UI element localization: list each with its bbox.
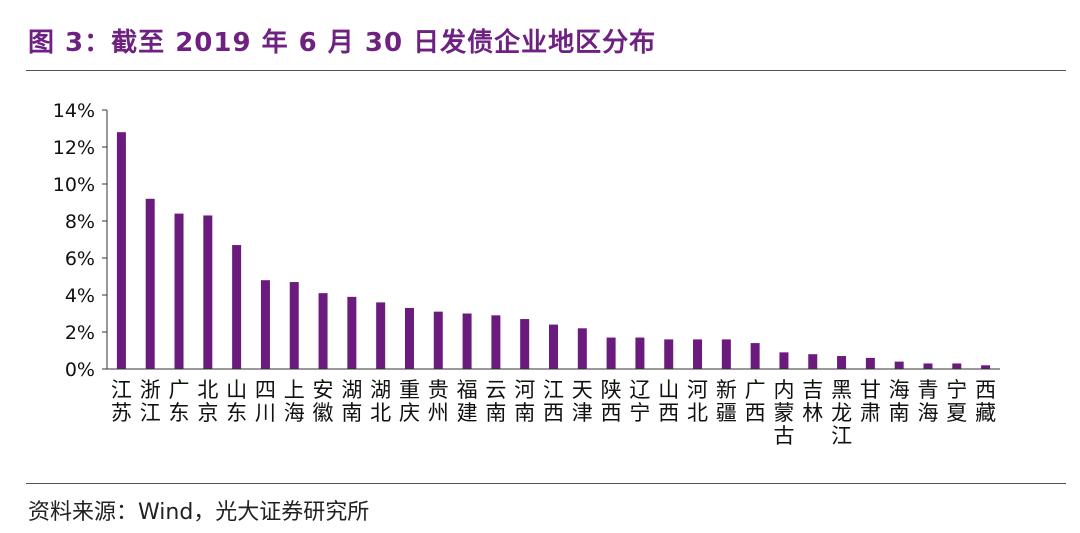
bar-海南 [894, 361, 904, 369]
x-tick-label: 吉林 [802, 378, 823, 425]
bar-吉林 [808, 354, 818, 369]
x-tick-label: 广西 [745, 378, 766, 425]
bar-福建 [462, 313, 472, 369]
x-tick-label: 黑龙江 [831, 378, 852, 448]
x-tick-label: 湖南 [341, 378, 362, 425]
x-tick-label: 上海 [284, 378, 305, 425]
y-tick-label: 2% [65, 322, 95, 344]
bar-新疆 [721, 339, 731, 369]
bar-青海 [923, 363, 933, 369]
x-tick-label: 宁夏 [946, 378, 967, 425]
x-tick-label: 广东 [169, 378, 190, 425]
x-tick-label: 山西 [658, 378, 679, 425]
bar-上海 [289, 282, 299, 369]
bar-广东 [174, 213, 184, 369]
bar-山西 [664, 339, 674, 369]
x-tick-label: 河北 [687, 378, 708, 425]
x-tick-label: 辽宁 [629, 378, 650, 425]
bar-陕西 [606, 337, 616, 369]
y-tick-label: 10% [53, 174, 95, 196]
bar-河南 [520, 319, 530, 369]
x-tick-label: 江苏 [111, 378, 132, 425]
y-tick-label: 4% [65, 285, 95, 307]
x-tick-label: 山东 [226, 378, 247, 425]
x-tick-label: 湖北 [370, 378, 391, 425]
x-tick-label: 安徽 [313, 378, 334, 425]
bar-重庆 [404, 307, 414, 369]
footer-divider [26, 483, 1066, 484]
bar-辽宁 [635, 337, 645, 369]
x-tick-label: 北京 [197, 378, 218, 425]
bar-湖北 [376, 302, 386, 369]
title-divider [26, 70, 1066, 71]
bar-安徽 [318, 293, 328, 369]
x-tick-label: 陕西 [601, 378, 622, 425]
x-tick-label: 海南 [889, 378, 910, 425]
x-tick-label: 云南 [485, 378, 506, 425]
source-note: 资料来源：Wind，光大证券研究所 [28, 500, 370, 525]
x-tick-label: 四川 [255, 378, 276, 425]
x-tick-label: 贵州 [428, 378, 449, 425]
y-tick-label: 12% [53, 137, 95, 159]
bar-浙江 [145, 198, 155, 369]
x-tick-label: 内蒙古 [773, 378, 794, 448]
x-tick-label: 浙江 [140, 378, 161, 425]
y-tick-label: 8% [65, 211, 95, 233]
bar-黑龙江 [837, 356, 847, 369]
x-tick-label: 新疆 [716, 378, 737, 425]
bar-贵州 [433, 311, 443, 369]
y-axis: 0% 2% 4% 6% 8% 10% 12% 14% [53, 100, 108, 381]
bar-广西 [750, 343, 760, 369]
bar-chart: 0% 2% 4% 6% 8% 10% 12% 14% 江苏浙江广东北京山东四川上海安徽湖南湖北… [53, 100, 1000, 448]
bar-北京 [203, 215, 213, 369]
x-axis: 江苏浙江广东北京山东四川上海安徽湖南湖北重庆贵州福建云南河南江西天津陕西辽宁山西… [107, 368, 1000, 448]
x-tick-label: 甘肃 [860, 378, 881, 425]
bars [116, 132, 991, 369]
x-tick-label: 江西 [543, 378, 564, 425]
x-tick-label: 西藏 [975, 378, 996, 425]
bar-四川 [260, 280, 270, 369]
bar-甘肃 [865, 357, 875, 369]
bar-山东 [232, 245, 242, 369]
bar-宁夏 [952, 363, 962, 369]
bar-江西 [549, 324, 558, 369]
bar-江苏 [116, 132, 126, 369]
bar-湖南 [347, 296, 357, 369]
y-tick-label: 14% [53, 100, 95, 122]
y-tick-label: 0% [65, 359, 95, 381]
bar-云南 [491, 315, 501, 369]
bar-西藏 [981, 365, 991, 369]
bar-河北 [693, 339, 703, 369]
x-tick-label: 重庆 [399, 378, 420, 425]
chart-title: 图 3：截至 2019 年 6 月 30 日发债企业地区分布 [28, 28, 657, 58]
x-tick-label: 福建 [457, 378, 478, 425]
bar-内蒙古 [779, 352, 789, 369]
x-tick-label: 河南 [514, 378, 535, 425]
y-tick-label: 6% [65, 248, 95, 270]
x-tick-label: 天津 [572, 378, 593, 425]
bar-天津 [577, 328, 587, 369]
x-tick-label: 青海 [917, 378, 938, 425]
